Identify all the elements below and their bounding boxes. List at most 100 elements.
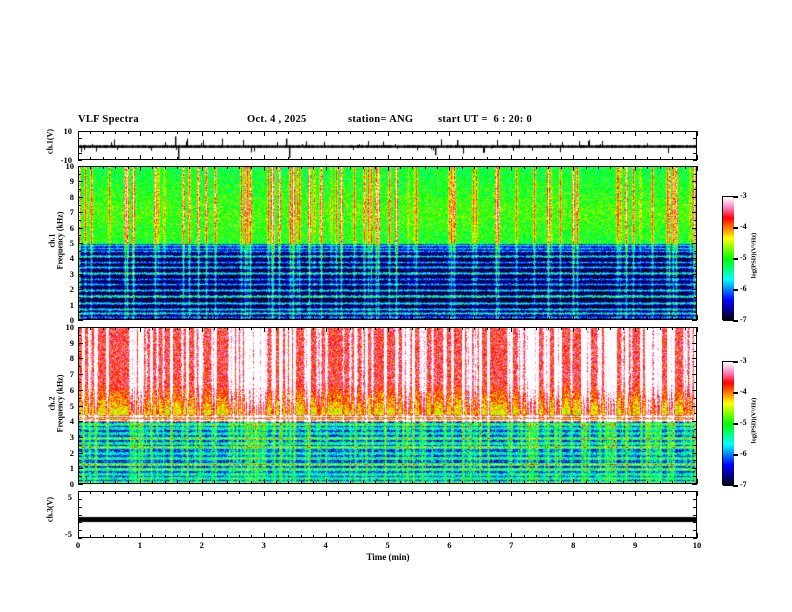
xtick-ch2spec-bot-42 bbox=[597, 481, 599, 484]
xtick-ch1v-top-25 bbox=[387, 131, 389, 136]
xtick-ch1spec-top-35 bbox=[511, 166, 513, 171]
xtick-ch1v-top-23 bbox=[362, 131, 364, 134]
xtick-ch2spec-bot-47 bbox=[659, 481, 661, 484]
xtick-ch2spec-bot-2 bbox=[102, 481, 104, 484]
xtick-label-10: 10 bbox=[692, 540, 702, 550]
xtick-ch3v-top-12 bbox=[226, 491, 228, 494]
xtick-ch2spec-top-49 bbox=[684, 327, 686, 330]
ytick-ch1-l-3 bbox=[78, 296, 81, 298]
ytick-ch3v-r-1 bbox=[693, 530, 697, 532]
xtick-ch1spec-top-1 bbox=[90, 166, 92, 169]
xtick-ch1v-top-46 bbox=[647, 131, 649, 134]
xtick-ch1v-top-11 bbox=[214, 131, 216, 134]
ytick-ch1v-top: 10 bbox=[63, 126, 73, 136]
xtick-ch1v-top-19 bbox=[313, 131, 315, 134]
xtick-ch3v-bot-5 bbox=[139, 533, 141, 538]
xtick-ch1spec-bot-32 bbox=[474, 317, 476, 320]
xtick-ch1v-top-47 bbox=[659, 131, 661, 134]
xtick-ch1v-bot-8 bbox=[177, 157, 179, 160]
xtick-ch1v-bot-30 bbox=[449, 155, 451, 160]
xtick-label-0: 0 bbox=[75, 540, 81, 550]
ytick-ch1-l-20 bbox=[78, 166, 83, 167]
xtick-ch1spec-top-12 bbox=[226, 166, 228, 169]
xtick-ch3v-bot-14 bbox=[251, 535, 253, 538]
xtick-label-4: 4 bbox=[323, 540, 328, 550]
xtick-ch3v-bot-49 bbox=[684, 535, 686, 538]
xtick-ch3v-bot-38 bbox=[548, 535, 550, 538]
ytick-ch1-r-16 bbox=[692, 196, 697, 198]
xtick-ch3v-top-26 bbox=[399, 491, 401, 494]
xtick-ch1v-top-0 bbox=[78, 131, 79, 136]
ytick-ch1-l-5 bbox=[78, 281, 81, 283]
xtick-ch1spec-bot-0 bbox=[78, 315, 79, 320]
ytick-ch1-r-13 bbox=[694, 219, 697, 221]
xtick-ch1v-bot-17 bbox=[288, 157, 290, 160]
ytick-ch1v-l-4 bbox=[78, 131, 82, 132]
xtick-ch1v-top-40 bbox=[573, 131, 575, 136]
xtick-ch3v-bot-24 bbox=[375, 535, 377, 538]
xtick-ch3v-bot-28 bbox=[424, 535, 426, 538]
xtick-ch1spec-top-25 bbox=[387, 166, 389, 171]
xtick-ch1v-bot-28 bbox=[424, 157, 426, 160]
xtick-ch1v-top-9 bbox=[189, 131, 191, 134]
ytick-label-ch1-5: 5 bbox=[69, 238, 74, 248]
xtick-ch1spec-top-13 bbox=[238, 166, 240, 169]
xtick-ch1v-top-45 bbox=[635, 131, 637, 136]
xtick-ch2spec-bot-23 bbox=[362, 481, 364, 484]
ytick-ch1-r-18 bbox=[692, 181, 697, 183]
xtick-ch3v-top-33 bbox=[486, 491, 488, 494]
xtick-ch1v-bot-40 bbox=[573, 155, 575, 160]
xtick-ch1spec-top-34 bbox=[498, 166, 500, 169]
xtick-ch1spec-bot-27 bbox=[412, 317, 414, 320]
xtick-ch2spec-top-18 bbox=[300, 327, 302, 330]
xtick-ch1v-top-27 bbox=[412, 131, 414, 134]
ytick-ch1-l-0 bbox=[78, 320, 83, 321]
xtick-ch1spec-top-29 bbox=[437, 166, 439, 169]
xtick-ch2spec-top-46 bbox=[647, 327, 649, 330]
xtick-ch3v-bot-20 bbox=[325, 533, 327, 538]
ytick-label-ch1-6: 6 bbox=[69, 222, 74, 233]
xtick-ch1spec-bot-37 bbox=[536, 317, 538, 320]
ytick-label-ch2-6: 6 bbox=[69, 384, 74, 395]
xtick-ch2spec-bot-41 bbox=[585, 481, 587, 484]
ytick-ch2-l-12 bbox=[78, 389, 83, 391]
ytick-ch2-l-19 bbox=[78, 334, 81, 336]
ytick-ch1v-r-2 bbox=[693, 145, 697, 147]
xtick-ch1spec-bot-22 bbox=[350, 317, 352, 320]
xtick-ch3v-top-19 bbox=[313, 491, 315, 494]
xtick-label-7: 7 bbox=[509, 540, 514, 550]
xtick-ch3v-top-9 bbox=[189, 491, 191, 494]
xtick-ch1v-top-37 bbox=[536, 131, 538, 134]
xtick-ch2spec-top-13 bbox=[238, 327, 240, 330]
ytick-ch1-r-4 bbox=[692, 289, 697, 291]
xtick-ch1spec-top-15 bbox=[263, 166, 265, 171]
ytick-ch1v-l-0 bbox=[78, 160, 82, 161]
xtick-ch3v-top-16 bbox=[276, 491, 278, 494]
ytick-ch1-r-9 bbox=[694, 250, 697, 252]
xtick-ch2spec-top-38 bbox=[548, 327, 550, 330]
xtick-ch1spec-bot-3 bbox=[115, 317, 117, 320]
xtick-ch3v-top-43 bbox=[610, 491, 612, 494]
xtick-ch3v-top-25 bbox=[387, 491, 389, 496]
xtick-ch1v-bot-36 bbox=[523, 157, 525, 160]
xtick-ch1v-bot-2 bbox=[102, 157, 104, 160]
xtick-ch1v-bot-24 bbox=[375, 157, 377, 160]
xtick-ch2spec-bot-29 bbox=[437, 481, 439, 484]
colorbar-ticklabel-cb2--6: -6 bbox=[740, 449, 747, 458]
xtick-ch3v-top-49 bbox=[684, 491, 686, 494]
colorbar-ch2-label: log(PSD)(V²/Hz) bbox=[750, 397, 758, 444]
xtick-ch2spec-top-16 bbox=[276, 327, 278, 330]
xtick-ch1spec-top-21 bbox=[337, 166, 339, 169]
xtick-ch1spec-bot-46 bbox=[647, 317, 649, 320]
ytick-ch1-l-18 bbox=[78, 181, 83, 183]
xtick-ch1v-bot-22 bbox=[350, 157, 352, 160]
ytick-label-ch1-8: 8 bbox=[69, 191, 74, 202]
ytick-ch2-r-10 bbox=[692, 405, 697, 407]
xtick-ch1v-bot-18 bbox=[300, 157, 302, 160]
xtick-ch1spec-bot-2 bbox=[102, 317, 104, 320]
xtick-ch3v-bot-23 bbox=[362, 535, 364, 538]
xtick-ch2spec-bot-33 bbox=[486, 481, 488, 484]
xtick-ch1spec-bot-49 bbox=[684, 317, 686, 320]
ytick-label-ch1-2: 2 bbox=[69, 284, 74, 295]
xtick-ch3v-bot-9 bbox=[189, 535, 191, 538]
